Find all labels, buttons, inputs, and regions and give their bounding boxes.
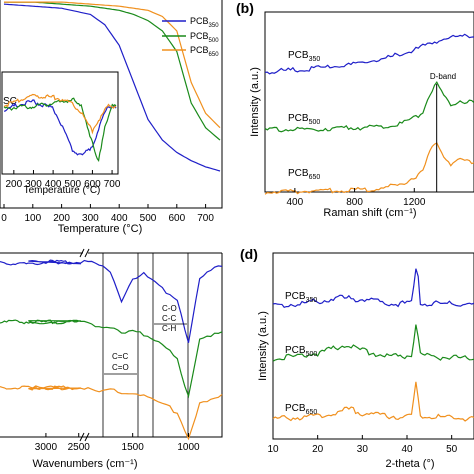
panel-d-x-tick-label-30: 30 — [357, 444, 369, 455]
inset-x-tick-label-500: 500 — [64, 179, 81, 190]
panel-c-xlabel: Wavenumbers (cm⁻¹) — [32, 458, 137, 470]
panel-b-line-pcb350 — [264, 33, 474, 75]
panel-d-label: (d) — [240, 246, 258, 262]
panel-c-x-tick-label-1500: 1500 — [122, 442, 145, 453]
annotation-c-c: C-C — [162, 314, 176, 323]
inset-line-pcb500 — [3, 97, 117, 162]
panel-a-x-tick-label-600: 600 — [168, 213, 185, 224]
legend-label-pcb650: PCB650 — [190, 45, 219, 58]
panel-b-x-tick-label-400: 400 — [287, 197, 304, 208]
panel-d-x-tick-label-40: 40 — [401, 444, 413, 455]
panel-d-line-pcb350 — [272, 268, 474, 308]
panel-c-annotations: C=C C=O C-O C-C C-H — [104, 304, 187, 375]
panel-b-ylabel: Intensity (a.u.) — [249, 67, 261, 137]
panel-c-line-pcb350 — [0, 259, 223, 343]
panel-c-line-pcb650 — [0, 385, 223, 441]
panel-a-line-pcb650 — [4, 1, 221, 129]
panel-a-x-tick-label-400: 400 — [111, 213, 128, 224]
legend-label-pcb500: PCB500 — [190, 31, 219, 44]
panel-b-dband-annotation: D-band — [430, 72, 456, 81]
axis-break-marks — [79, 248, 90, 442]
panel-b-x-tick-label-800: 800 — [346, 197, 363, 208]
panel-a-xlabel: Temperature (°C) — [58, 223, 142, 235]
panel-a-x-tick-label-500: 500 — [140, 213, 157, 224]
inset-x-tick-label-700: 700 — [104, 179, 121, 190]
panel-a-frame — [0, 0, 223, 209]
panel-c-x-tick-label-2500: 2500 — [68, 442, 91, 453]
panel-d-xlabel: 2-theta (°) — [385, 458, 434, 470]
panel-b-x-tick-label-1200: 1200 — [403, 197, 426, 208]
panel-c: 3000 2500 1500 1000 Wavenumbers (cm⁻¹) C=C … — [0, 248, 223, 470]
panel-b-line-pcb650 — [264, 142, 474, 195]
annotation-co-double: C=O — [112, 363, 129, 372]
annotation-cc: C=C — [112, 352, 128, 361]
panel-d-label-pcb350: PCB350 — [285, 291, 317, 304]
panel-b-label-pcb500: PCB500 — [288, 113, 320, 126]
panel-d: (d) Intensity (a.u.) 10 20 30 40 50 2-theta … — [240, 246, 474, 470]
panel-a-x-tick-label-300: 300 — [82, 213, 99, 224]
panel-c-x-tick-label-3000: 3000 — [35, 442, 58, 453]
panel-b-frame — [264, 11, 474, 193]
panel-c-line-pcb500 — [0, 319, 223, 399]
panel-a-legend: PCB350 PCB500 PCB650 — [162, 16, 219, 58]
panel-a-x-tick-label-100: 100 — [24, 213, 41, 224]
panel-c-frame — [0, 253, 223, 438]
panel-d-label-pcb650: PCB650 — [285, 403, 317, 416]
inset-x-tick-label-300: 300 — [25, 179, 42, 190]
panel-a-x-tick-label-700: 700 — [197, 213, 214, 224]
panel-d-frame — [272, 252, 474, 440]
panel-c-x-tick-label-1000: 1000 — [177, 442, 200, 453]
annotation-co-single: C-O — [162, 304, 177, 313]
panel-d-label-pcb500: PCB500 — [285, 345, 317, 358]
panel-b-xlabel: Raman shift (cm⁻¹) — [323, 207, 416, 219]
panel-d-x-tick-label-20: 20 — [312, 444, 324, 455]
panel-a-x-tick-label-200: 200 — [53, 213, 70, 224]
panel-d-line-pcb500 — [272, 324, 474, 362]
panel-a-line-pcb350 — [3, 3, 221, 172]
inset-line-pcb350 — [3, 99, 117, 156]
panel-a: 0 100 200 300 400 500 600 700 Temperature (°C) … — [0, 0, 223, 235]
panel-d-x-tick-label-10: 10 — [267, 444, 279, 455]
panel-a-x-tick-label-0: 0 — [1, 213, 7, 224]
legend-label-pcb350: PCB350 — [190, 16, 219, 29]
inset-x-tick-label-600: 600 — [84, 179, 101, 190]
panel-b-label-pcb350: PCB350 — [288, 50, 320, 63]
inset-x-tick-label-400: 400 — [45, 179, 62, 190]
inset-x-tick-label-200: 200 — [5, 179, 22, 190]
panel-d-x-tick-label-50: 50 — [446, 444, 458, 455]
inset-line-pcb650 — [3, 93, 117, 135]
inset-xlabel: Temperature (°C) — [24, 185, 101, 196]
panel-c-band-lines — [102, 253, 189, 437]
annotation-c-h: C-H — [162, 324, 176, 333]
panel-d-ylabel: Intensity (a.u.) — [257, 311, 269, 381]
panel-b-label: (b) — [236, 0, 254, 16]
panel-b: (b) Intensity (a.u.) 400 800 1200 Raman sh… — [236, 0, 474, 219]
panel-d-line-pcb650 — [272, 381, 474, 422]
panel-b-label-pcb650: PCB650 — [288, 168, 320, 181]
panel-b-line-pcb500 — [264, 80, 474, 133]
panel-a-inset: SC 200 300 400 500 600 700 Temperature (°C) — [1, 71, 121, 196]
